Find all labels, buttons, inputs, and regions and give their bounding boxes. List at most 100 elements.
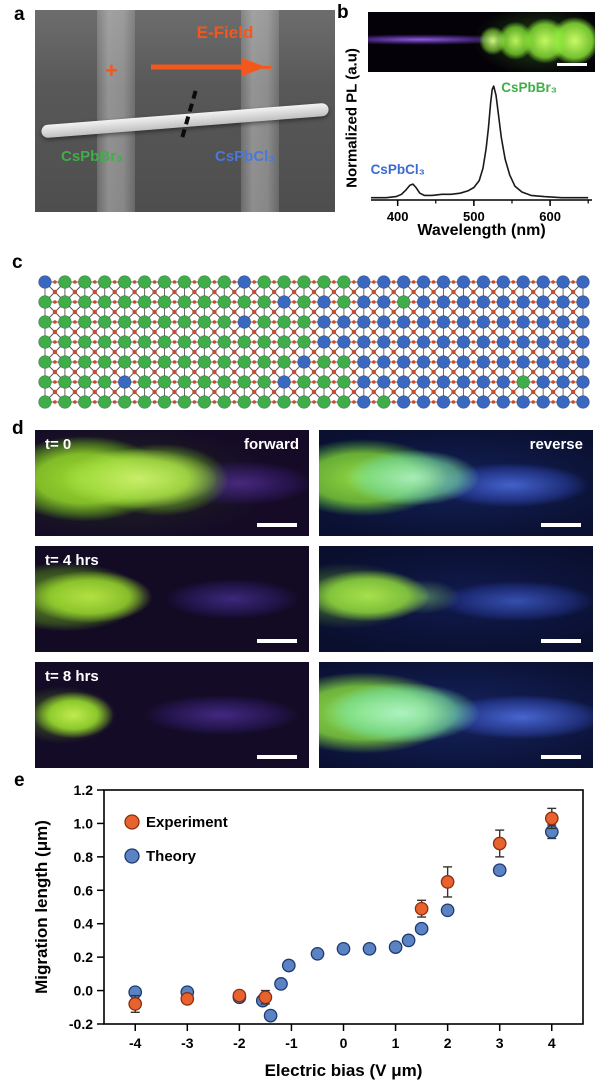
cation-site [471,380,476,384]
halide-site [257,375,272,389]
pl-y-axis-label: Normalized PL (a.u) [343,48,361,188]
cation-site [351,309,357,315]
cation-site [212,400,217,404]
halide-site [77,275,92,289]
halide-site [97,355,112,369]
halide-site [396,375,411,389]
cation-site [152,309,157,315]
cation-site [511,349,516,355]
halide-site [356,335,371,349]
halide-site [356,355,371,369]
halide-site [217,315,232,329]
y-tick-label: 0.8 [74,849,94,865]
cation-site [451,309,456,315]
cation-site [232,349,237,355]
halide-site [137,275,152,289]
fluorescence-image-reverse-t4 [319,546,593,652]
cation-site [391,380,396,384]
cation-site [411,389,416,395]
halide-site [277,315,291,329]
cation-site [232,320,237,324]
halide-site [157,355,172,369]
experiment-point [414,901,429,916]
cation-site [311,389,317,395]
cation-site [431,349,436,355]
cation-site [491,369,496,375]
cation-site [531,280,535,284]
cation-site [491,300,496,304]
peak-annotation: CsPbCl₃ [371,162,425,177]
cation-site [471,309,476,315]
cation-site [292,340,296,344]
cation-site [531,369,536,375]
cation-site [312,340,316,344]
halide-site [77,395,92,409]
cation-site [52,309,58,315]
halide-site [337,295,351,309]
cation-site [152,300,157,304]
efield-label: E-Field [196,23,254,42]
cation-site [511,389,516,395]
cation-site [73,280,77,284]
halide-site [516,315,531,329]
cation-site [192,360,197,364]
halide-site [97,315,112,329]
cation-site [551,380,555,384]
halide-site [137,395,152,409]
cation-site [172,320,177,324]
cation-site [352,360,356,364]
halide-site [297,275,311,289]
cation-site [152,289,157,295]
halide-site [217,395,232,409]
cation-site [272,380,276,384]
halide-site [217,375,232,389]
halide-site [97,335,112,349]
halide-site [297,375,311,389]
cation-site [451,369,456,375]
panel-d-label: d [12,418,24,439]
scale-bar [257,755,297,759]
cation-site [571,380,575,384]
cation-site [292,300,296,304]
halide-site [117,395,132,409]
cation-site [351,349,357,355]
x-axis-title: Electric bias (V μm) [265,1061,423,1080]
cation-site [73,380,77,384]
cation-site [332,300,336,304]
cation-site [52,349,58,355]
halide-site [356,295,371,309]
cation-site [92,369,97,375]
cation-site [252,360,256,364]
halide-site [436,315,451,329]
halide-site [117,275,132,289]
cation-site [391,349,396,355]
halide-site [436,375,451,389]
x-tick-label: 3 [496,1035,504,1051]
halide-site [58,295,72,309]
halide-site [317,295,331,309]
halide-site [396,275,411,289]
cation-site [351,369,357,375]
halide-site [476,275,491,289]
cation-site [372,360,376,364]
cation-site [352,380,356,384]
cation-site [232,389,237,395]
halide-site [337,335,351,349]
halide-site [197,275,212,289]
cation-site [411,300,416,304]
cation-site [112,280,117,284]
cation-site [451,300,456,304]
halide-site [117,315,132,329]
cation-site [132,280,137,284]
cation-site [331,369,337,375]
cation-site [431,320,436,324]
cation-site [291,329,297,335]
halide-site [556,275,570,289]
cation-site [511,309,516,315]
halide-site [317,275,331,289]
halide-site [556,335,570,349]
halide-site [297,395,311,409]
plus-electrode-sign: + [105,58,118,83]
cation-site [212,389,217,395]
cation-site [52,389,58,395]
